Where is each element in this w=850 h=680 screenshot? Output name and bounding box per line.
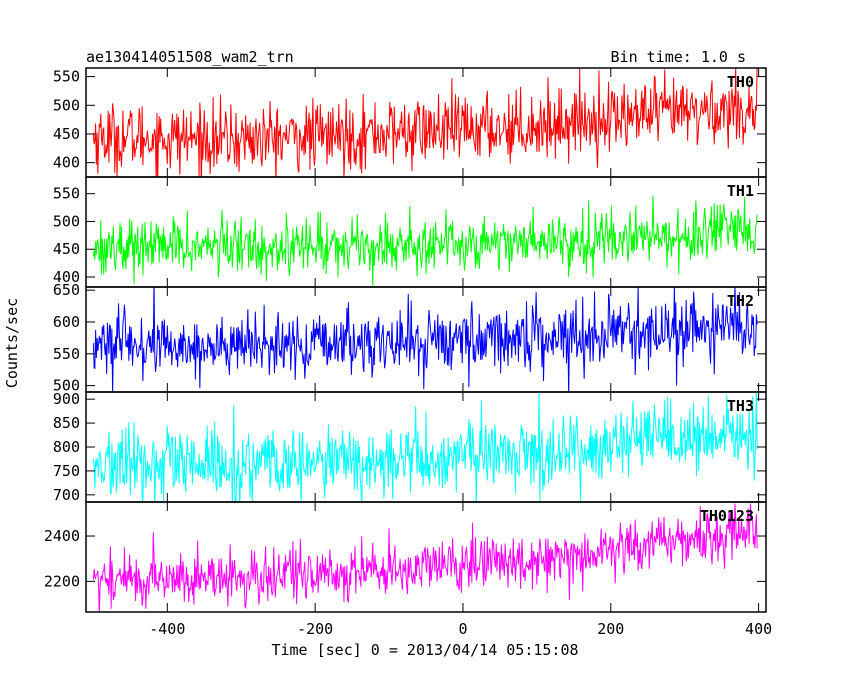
panel-label-th3: TH3 <box>727 397 754 415</box>
y-tick-label: 800 <box>53 438 80 456</box>
x-tick-label: 400 <box>745 620 772 638</box>
series-line-th2 <box>92 287 758 392</box>
y-tick-label: 750 <box>53 462 80 480</box>
y-tick-label: 900 <box>53 390 80 408</box>
y-tick-label: 450 <box>53 240 80 258</box>
series-line-th0123 <box>92 503 758 612</box>
y-tick-label: 550 <box>53 345 80 363</box>
y-tick-label: 500 <box>53 96 80 114</box>
y-tick-label: 700 <box>53 486 80 504</box>
y-tick-label: 2200 <box>44 572 80 590</box>
x-tick-label: -400 <box>149 620 185 638</box>
panel-label-th1: TH1 <box>727 182 754 200</box>
y-tick-label: 500 <box>53 377 80 395</box>
bin-time-label: Bin time: 1.0 s <box>611 48 746 66</box>
series-line-th3 <box>92 392 758 502</box>
x-tick-label: 200 <box>597 620 624 638</box>
panel-label-th0123: TH0123 <box>700 507 754 525</box>
panel-label-th2: TH2 <box>727 292 754 310</box>
series-line-th1 <box>92 195 758 287</box>
series-line-th0 <box>92 68 758 177</box>
x-axis-title: Time [sec] 0 = 2013/04/14 05:15:08 <box>271 641 578 659</box>
y-tick-label: 400 <box>53 154 80 172</box>
y-tick-label: 400 <box>53 268 80 286</box>
y-tick-label: 600 <box>53 313 80 331</box>
y-tick-label: 650 <box>53 281 80 299</box>
chart-title: ae130414051508_wam2_trn <box>86 48 294 66</box>
y-tick-label: 450 <box>53 125 80 143</box>
y-axis-title: Counts/sec <box>3 298 21 388</box>
y-tick-label: 850 <box>53 414 80 432</box>
x-tick-label: 0 <box>458 620 467 638</box>
y-tick-label: 550 <box>53 68 80 86</box>
y-tick-label: 500 <box>53 212 80 230</box>
y-tick-label: 2400 <box>44 527 80 545</box>
x-tick-label: -200 <box>297 620 333 638</box>
panels-group: 400 450 500 550 TH0 400 450 500 550 TH1 500 550 600 6… <box>44 67 772 638</box>
panel-label-th0: TH0 <box>727 73 754 91</box>
y-tick-label: 550 <box>53 185 80 203</box>
panel-frame-th0123 <box>85 501 767 613</box>
